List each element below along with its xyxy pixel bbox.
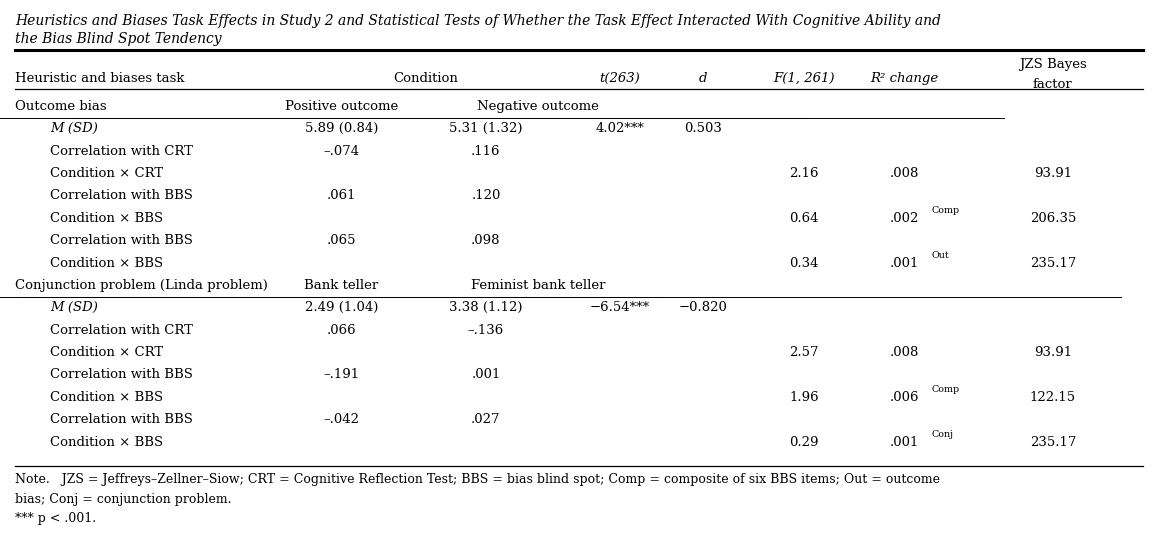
Text: .065: .065 xyxy=(326,234,356,247)
Text: Condition × BBS: Condition × BBS xyxy=(50,436,163,448)
Text: factor: factor xyxy=(1033,78,1073,90)
Text: 122.15: 122.15 xyxy=(1030,391,1076,403)
Text: .002: .002 xyxy=(890,212,920,225)
Text: Negative outcome: Negative outcome xyxy=(477,100,599,113)
Text: 0.64: 0.64 xyxy=(789,212,819,225)
Text: –.191: –.191 xyxy=(323,369,360,381)
Text: 0.503: 0.503 xyxy=(685,122,722,135)
Text: Heuristic and biases task: Heuristic and biases task xyxy=(15,72,184,85)
Text: Positive outcome: Positive outcome xyxy=(285,100,398,113)
Text: Outcome bias: Outcome bias xyxy=(15,100,106,113)
Text: .120: .120 xyxy=(471,189,501,203)
Text: Conj: Conj xyxy=(931,430,953,439)
Text: d: d xyxy=(699,72,708,85)
Text: 1.96: 1.96 xyxy=(789,391,819,403)
Text: –.042: –.042 xyxy=(323,413,360,426)
Text: .061: .061 xyxy=(326,189,356,203)
Text: 5.31 (1.32): 5.31 (1.32) xyxy=(449,122,523,135)
Text: 2.57: 2.57 xyxy=(789,346,819,359)
Text: –.074: –.074 xyxy=(323,145,360,158)
Text: Condition × CRT: Condition × CRT xyxy=(50,346,163,359)
Text: Correlation with BBS: Correlation with BBS xyxy=(50,234,192,247)
Text: 2.16: 2.16 xyxy=(789,167,819,180)
Text: Correlation with BBS: Correlation with BBS xyxy=(50,369,192,381)
Text: Comp: Comp xyxy=(931,206,960,215)
Text: .116: .116 xyxy=(471,145,501,158)
Text: Note.   JZS = Jeffreys–Zellner–Siow; CRT = Cognitive Reflection Test; BBS = bias: Note. JZS = Jeffreys–Zellner–Siow; CRT =… xyxy=(15,473,939,486)
Text: –.136: –.136 xyxy=(467,324,504,337)
Text: R² change: R² change xyxy=(871,72,938,85)
Text: .006: .006 xyxy=(890,391,920,403)
Text: Feminist bank teller: Feminist bank teller xyxy=(471,279,605,292)
Text: .008: .008 xyxy=(890,167,920,180)
Text: M (SD): M (SD) xyxy=(50,301,97,314)
Text: the Bias Blind Spot Tendency: the Bias Blind Spot Tendency xyxy=(15,32,222,46)
Text: 93.91: 93.91 xyxy=(1034,346,1071,359)
Text: Heuristics and Biases Task Effects in Study 2 and Statistical Tests of Whether t: Heuristics and Biases Task Effects in St… xyxy=(15,14,941,28)
Text: bias; Conj = conjunction problem.: bias; Conj = conjunction problem. xyxy=(15,493,231,506)
Text: *** p < .001.: *** p < .001. xyxy=(15,512,96,525)
Text: 93.91: 93.91 xyxy=(1034,167,1071,180)
Text: .066: .066 xyxy=(326,324,356,337)
Text: Correlation with CRT: Correlation with CRT xyxy=(50,324,192,337)
Text: Bank teller: Bank teller xyxy=(304,279,378,292)
Text: 0.34: 0.34 xyxy=(789,256,819,270)
Text: 0.29: 0.29 xyxy=(789,436,819,448)
Text: 235.17: 235.17 xyxy=(1030,436,1076,448)
Text: Correlation with BBS: Correlation with BBS xyxy=(50,413,192,426)
Text: .098: .098 xyxy=(471,234,501,247)
Text: 235.17: 235.17 xyxy=(1030,256,1076,270)
Text: .008: .008 xyxy=(890,346,920,359)
Text: 4.02***: 4.02*** xyxy=(596,122,644,135)
Text: t(263): t(263) xyxy=(599,72,641,85)
Text: Comp: Comp xyxy=(931,385,960,394)
Text: .001: .001 xyxy=(890,256,920,270)
Text: Correlation with BBS: Correlation with BBS xyxy=(50,189,192,203)
Text: Condition × BBS: Condition × BBS xyxy=(50,391,163,403)
Text: 5.89 (0.84): 5.89 (0.84) xyxy=(304,122,378,135)
Text: 206.35: 206.35 xyxy=(1030,212,1076,225)
Text: Condition × BBS: Condition × BBS xyxy=(50,212,163,225)
Text: Conjunction problem (Linda problem): Conjunction problem (Linda problem) xyxy=(15,279,268,292)
Text: −0.820: −0.820 xyxy=(679,301,728,314)
Text: JZS Bayes: JZS Bayes xyxy=(1019,58,1086,70)
Text: −6.54***: −6.54*** xyxy=(590,301,650,314)
Text: .027: .027 xyxy=(471,413,501,426)
Text: F(1, 261): F(1, 261) xyxy=(773,72,835,85)
Text: M (SD): M (SD) xyxy=(50,122,97,135)
Text: Condition × BBS: Condition × BBS xyxy=(50,256,163,270)
Text: .001: .001 xyxy=(471,369,501,381)
Text: Condition: Condition xyxy=(392,72,458,85)
Text: 3.38 (1.12): 3.38 (1.12) xyxy=(449,301,523,314)
Text: .001: .001 xyxy=(890,436,920,448)
Text: Correlation with CRT: Correlation with CRT xyxy=(50,145,192,158)
Text: Out: Out xyxy=(931,251,950,260)
Text: Condition × CRT: Condition × CRT xyxy=(50,167,163,180)
Text: 2.49 (1.04): 2.49 (1.04) xyxy=(304,301,378,314)
